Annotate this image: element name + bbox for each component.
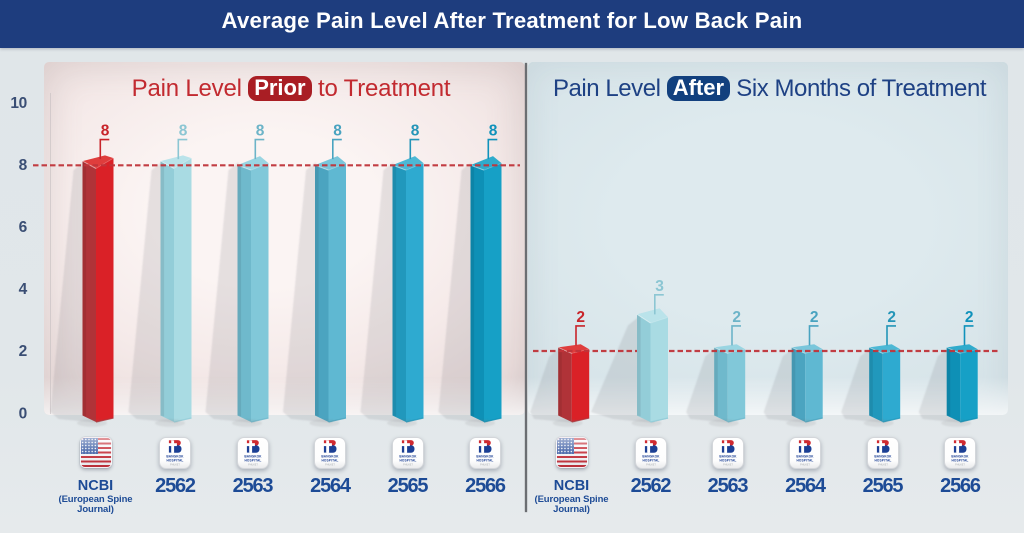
svg-text:PHUKET: PHUKET — [325, 463, 335, 466]
svg-text:8: 8 — [333, 123, 342, 140]
svg-text:PHUKET: PHUKET — [800, 463, 810, 466]
svg-text:HOSPITAL: HOSPITAL — [796, 459, 813, 463]
svg-text:8: 8 — [101, 123, 110, 140]
svg-text:8: 8 — [411, 123, 420, 140]
svg-text:2: 2 — [887, 309, 896, 326]
svg-text:HOSPITAL: HOSPITAL — [642, 459, 659, 463]
svg-text:0: 0 — [19, 405, 27, 422]
svg-text:2: 2 — [965, 309, 974, 326]
svg-text:2: 2 — [810, 309, 819, 326]
svg-text:HOSPITAL: HOSPITAL — [321, 459, 338, 463]
svg-text:2: 2 — [576, 309, 585, 326]
svg-text:PHUKET: PHUKET — [955, 463, 965, 466]
svg-text:HOSPITAL: HOSPITAL — [719, 459, 736, 463]
svg-text:8: 8 — [256, 123, 265, 140]
svg-text:PHUKET: PHUKET — [646, 463, 656, 466]
svg-text:BANGKOK: BANGKOK — [796, 455, 814, 459]
svg-text:HOSPITAL: HOSPITAL — [951, 459, 968, 463]
svg-text:6: 6 — [19, 219, 28, 236]
svg-text:2: 2 — [732, 309, 741, 326]
svg-text:BANGKOK: BANGKOK — [476, 455, 494, 459]
svg-text:BANGKOK: BANGKOK — [166, 455, 184, 459]
svg-text:HOSPITAL: HOSPITAL — [244, 459, 261, 463]
svg-text:PHUKET: PHUKET — [403, 463, 413, 466]
svg-text:PHUKET: PHUKET — [878, 463, 888, 466]
svg-text:HOSPITAL: HOSPITAL — [166, 459, 183, 463]
svg-text:PHUKET: PHUKET — [248, 463, 258, 466]
svg-text:3: 3 — [655, 278, 664, 295]
svg-text:BANGKOK: BANGKOK — [244, 455, 262, 459]
svg-text:BANGKOK: BANGKOK — [719, 455, 737, 459]
svg-text:PHUKET: PHUKET — [170, 463, 180, 466]
svg-text:HOSPITAL: HOSPITAL — [399, 459, 416, 463]
svg-text:10: 10 — [10, 95, 27, 112]
svg-text:BANGKOK: BANGKOK — [321, 455, 339, 459]
svg-text:BANGKOK: BANGKOK — [874, 455, 892, 459]
svg-text:BANGKOK: BANGKOK — [399, 455, 417, 459]
svg-text:2: 2 — [19, 343, 27, 360]
svg-text:8: 8 — [179, 123, 188, 140]
svg-text:PHUKET: PHUKET — [480, 463, 490, 466]
svg-text:4: 4 — [19, 281, 28, 298]
svg-text:HOSPITAL: HOSPITAL — [476, 459, 493, 463]
svg-text:8: 8 — [19, 157, 28, 174]
svg-text:BANGKOK: BANGKOK — [642, 455, 660, 459]
svg-text:8: 8 — [489, 123, 498, 140]
svg-text:HOSPITAL: HOSPITAL — [874, 459, 891, 463]
svg-text:BANGKOK: BANGKOK — [951, 455, 969, 459]
svg-text:PHUKET: PHUKET — [723, 463, 733, 466]
